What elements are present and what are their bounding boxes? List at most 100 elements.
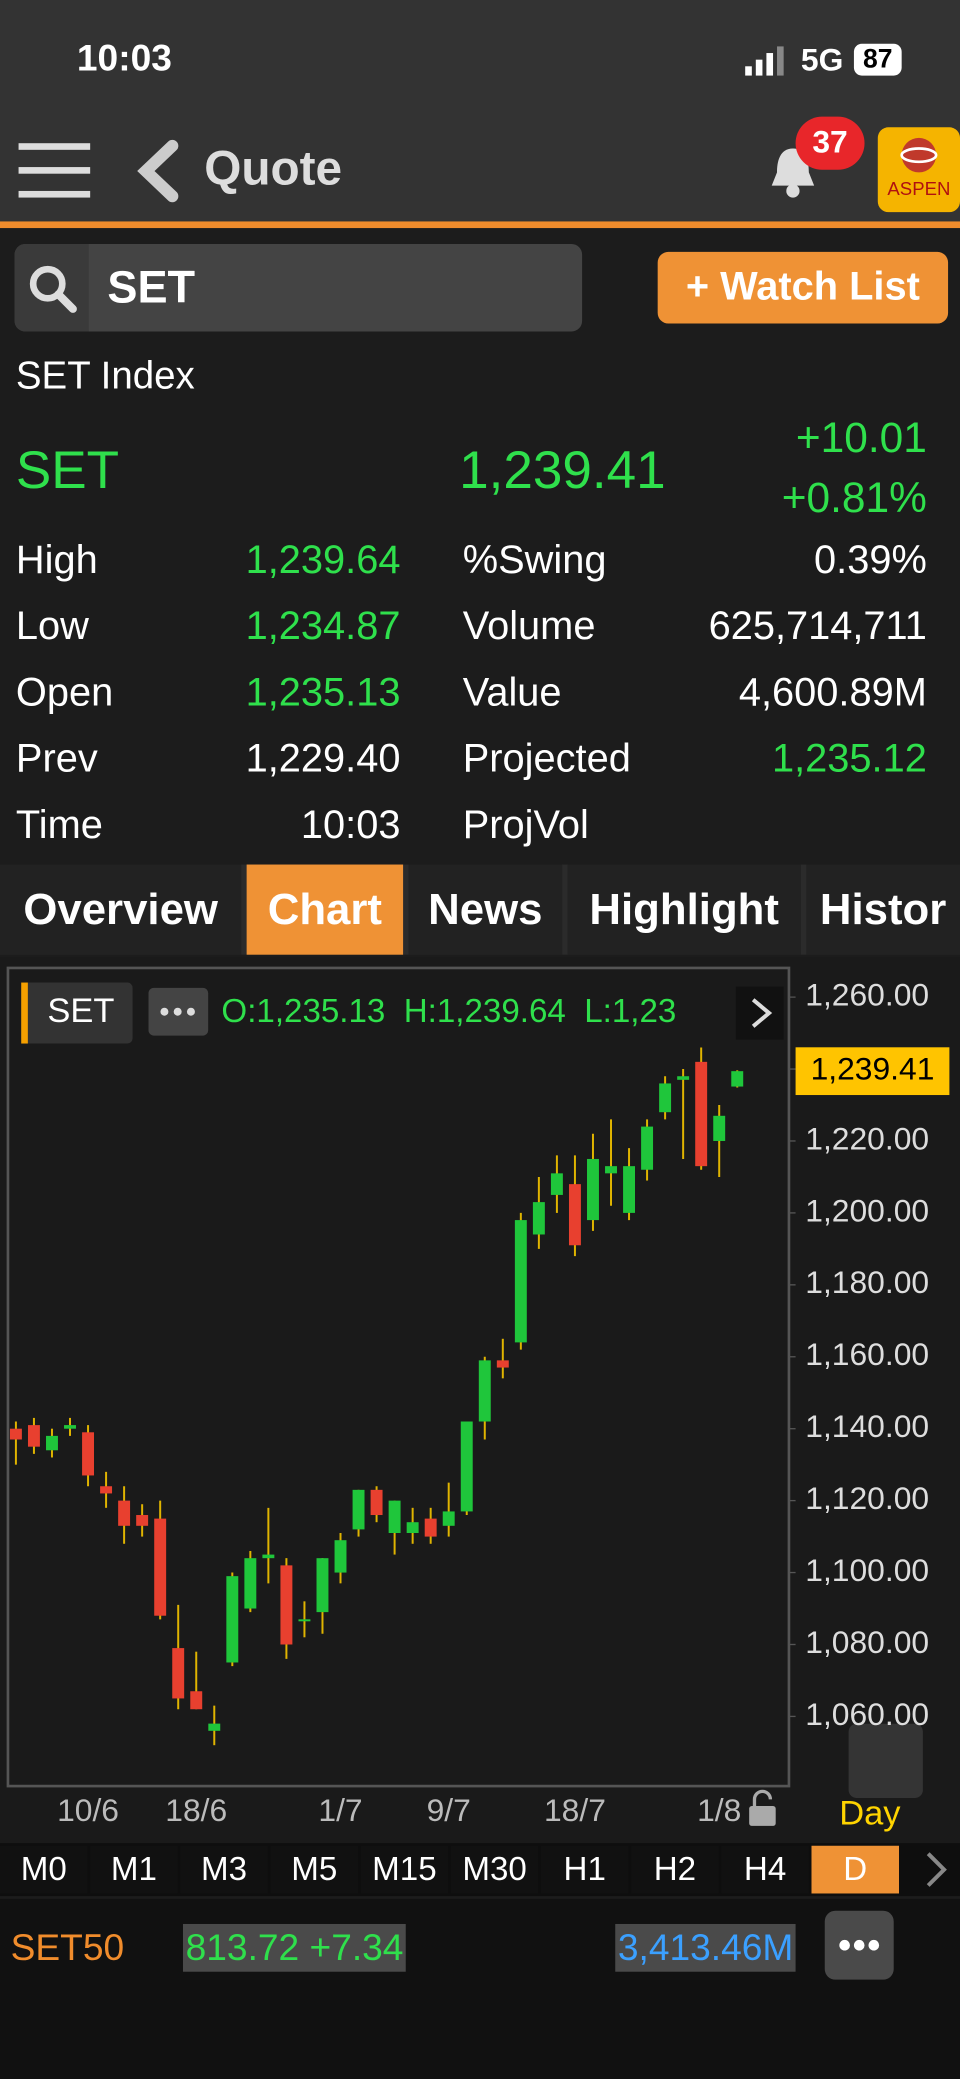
candle-body	[677, 1076, 690, 1080]
candle-body	[550, 1173, 563, 1195]
stat-label: Prev	[15, 737, 98, 781]
tab[interactable]: News	[408, 864, 563, 955]
tab[interactable]: Chart	[246, 864, 404, 955]
candle-body	[244, 1558, 257, 1609]
ohlc-readout: O:1,235.13 H:1,239.64 L:1,23	[221, 993, 676, 1030]
candle-body	[713, 1115, 726, 1141]
notification-badge: 37	[795, 116, 865, 170]
y-tick-label: 1,160.00	[805, 1336, 929, 1372]
network: 5G	[800, 42, 844, 79]
logo[interactable]: ASPEN	[877, 127, 960, 213]
candle-body	[46, 1435, 58, 1451]
candle-body	[27, 1425, 40, 1447]
candle-body	[424, 1518, 437, 1537]
timeframe[interactable]: M3	[180, 1845, 268, 1894]
stat-value: 1,234.87	[245, 604, 401, 649]
candle-body	[118, 1500, 131, 1526]
timeframe-next[interactable]	[915, 1848, 955, 1890]
ticker-price: 813.72 +7.34	[182, 1923, 407, 1972]
stat-label: Low	[15, 604, 89, 649]
last-price-label: 1,239.41	[811, 1051, 935, 1087]
candle-body	[442, 1511, 455, 1526]
search-box[interactable]	[14, 243, 583, 332]
dots-icon	[839, 1939, 880, 1951]
clock: 10:03	[76, 37, 172, 79]
last-price: 1,239.41	[459, 441, 666, 500]
dot	[160, 1007, 169, 1016]
candle-body	[388, 1500, 401, 1533]
candle-body	[587, 1158, 599, 1221]
y-tick-label: 1,100.00	[805, 1552, 929, 1588]
lock-icon[interactable]	[749, 1789, 776, 1826]
plot-frame	[6, 966, 791, 1788]
chart-symbol: SET	[47, 992, 114, 1030]
candle-body	[568, 1184, 581, 1246]
y-tick-label: 1,260.00	[805, 977, 929, 1013]
stat-label: ProjVol	[462, 803, 589, 848]
symbol-chip[interactable]	[21, 982, 133, 1044]
candle-body	[190, 1691, 203, 1710]
candle-body	[64, 1425, 76, 1429]
ticker-bar	[0, 1898, 960, 2079]
candle-body	[496, 1360, 509, 1368]
stat-value: 10:03	[300, 803, 401, 848]
stat-label: Time	[15, 803, 103, 848]
timeframe[interactable]: M15	[360, 1845, 449, 1894]
accent-line	[0, 221, 960, 229]
timeframe[interactable]: H4	[721, 1845, 809, 1894]
y-tick-label: 1,180.00	[805, 1264, 929, 1300]
candle-body	[9, 1428, 22, 1440]
x-tick-label: 10/6	[57, 1792, 119, 1828]
timeframe[interactable]: H1	[540, 1845, 629, 1894]
dot	[173, 1007, 182, 1016]
watchlist-button[interactable]: + Watch List	[657, 251, 949, 324]
candle-body	[280, 1565, 293, 1645]
candle-body	[623, 1166, 636, 1213]
expand-readout[interactable]	[735, 986, 784, 1040]
stat-label: Projected	[462, 737, 631, 781]
timeframe[interactable]: M1	[90, 1845, 178, 1894]
period-label: Day	[839, 1794, 901, 1832]
candle-body	[731, 1071, 744, 1087]
last-price-tag	[795, 1047, 950, 1096]
menu-button[interactable]	[13, 138, 95, 204]
timeframe[interactable]: M30	[450, 1845, 539, 1894]
change-percent: +0.81%	[781, 473, 927, 522]
dot	[186, 1007, 195, 1016]
candle-body	[82, 1432, 95, 1476]
candle-body	[460, 1421, 473, 1512]
candle-body	[695, 1061, 708, 1167]
battery: 87	[853, 43, 902, 76]
back-button[interactable]	[133, 138, 186, 204]
x-tick-label: 18/7	[544, 1792, 606, 1828]
timeframe[interactable]: M0	[0, 1845, 88, 1894]
candle-body	[605, 1166, 617, 1174]
stat-label: Volume	[462, 604, 596, 649]
timeframe[interactable]: D	[811, 1845, 900, 1894]
search-icon-box	[14, 243, 89, 332]
candle-body	[262, 1554, 275, 1559]
change: +10.01	[795, 413, 927, 462]
candle-body	[334, 1540, 347, 1573]
fullscreen-button[interactable]	[848, 1723, 923, 1799]
y-tick-label: 1,060.00	[805, 1696, 929, 1732]
tab[interactable]: Highlight	[567, 864, 801, 955]
page-title: Quote	[204, 140, 343, 195]
timeframe[interactable]: M5	[270, 1845, 359, 1894]
candle-body	[316, 1558, 329, 1613]
stat-label: High	[15, 538, 98, 583]
search-icon	[29, 265, 77, 313]
y-tick-label: 1,200.00	[805, 1192, 929, 1228]
stat-value: 0.39%	[814, 538, 927, 583]
tab[interactable]: Histor	[806, 864, 960, 955]
stat-label: Open	[15, 670, 114, 715]
search-query: SET	[107, 262, 196, 313]
candle-body	[172, 1648, 185, 1699]
stat-label: Value	[462, 670, 562, 715]
candle-body	[532, 1202, 545, 1235]
timeframe[interactable]: H2	[631, 1845, 719, 1894]
y-tick-label: 1,220.00	[805, 1120, 929, 1156]
tab[interactable]: Overview	[0, 864, 242, 955]
ticker-more[interactable]	[824, 1910, 894, 1980]
